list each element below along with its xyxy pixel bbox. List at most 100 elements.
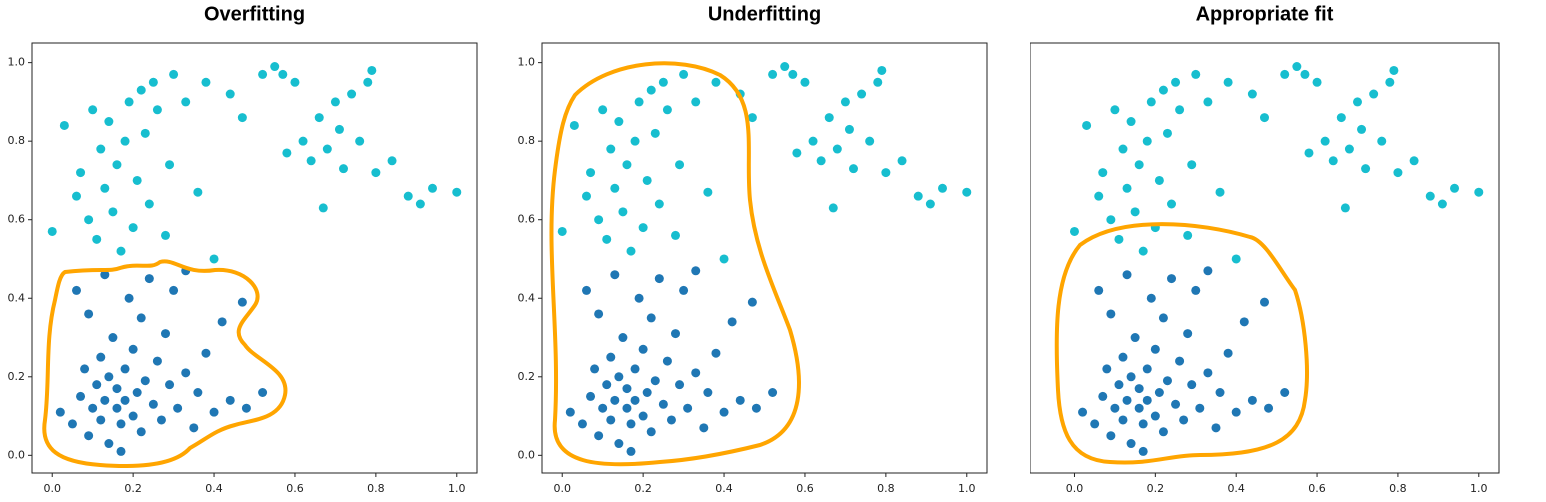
scatter-point	[1114, 380, 1124, 390]
scatter-point	[594, 309, 604, 319]
scatter-point	[1146, 293, 1156, 303]
scatter-point	[1167, 199, 1177, 209]
y-tick-label: 0.4	[518, 291, 536, 304]
scatter-point	[662, 356, 672, 366]
scatter-point	[699, 423, 709, 433]
scatter-point	[691, 368, 701, 378]
scatter-point	[768, 69, 778, 79]
scatter-point	[225, 395, 235, 405]
scatter-point	[1142, 364, 1152, 374]
scatter-point	[148, 77, 158, 87]
scatter-point	[1098, 168, 1108, 178]
scatter-point	[136, 313, 146, 323]
x-tick-label: 0.2	[1147, 482, 1165, 495]
scatter-point	[136, 85, 146, 95]
scatter-point	[59, 120, 69, 130]
scatter-point	[116, 446, 126, 456]
scatter-point	[1231, 407, 1241, 417]
scatter-point	[610, 270, 620, 280]
scatter-point	[452, 187, 462, 197]
scatter-point	[662, 105, 672, 115]
scatter-point	[1474, 187, 1484, 197]
scatter-point	[334, 124, 344, 134]
scatter-point	[590, 364, 600, 374]
scatter-point	[1280, 69, 1290, 79]
scatter-point	[112, 403, 122, 413]
scatter-point	[1340, 203, 1350, 213]
y-tick-label: 1.0	[518, 56, 536, 69]
x-tick-label: 0.8	[367, 482, 385, 495]
scatter-point	[1118, 352, 1128, 362]
scatter-point	[1247, 89, 1257, 99]
scatter-point	[1122, 395, 1132, 405]
scatter-point	[1385, 77, 1395, 87]
scatter-point	[598, 403, 608, 413]
scatter-point	[873, 77, 883, 87]
scatter-point	[586, 391, 596, 401]
scatter-point	[614, 439, 624, 449]
y-tick-label: 0.6	[8, 213, 26, 226]
scatter-point	[1114, 234, 1124, 244]
scatter-point	[1260, 113, 1269, 123]
scatter-point	[318, 203, 328, 213]
scatter-point	[128, 411, 138, 421]
x-tick-label: 0.2	[634, 482, 652, 495]
scatter-point	[1162, 376, 1172, 386]
scatter-point	[865, 136, 875, 146]
scatter-point	[181, 368, 191, 378]
x-tick-label: 1.0	[1470, 482, 1488, 495]
scatter-point	[622, 160, 632, 170]
scatter-point	[1393, 168, 1403, 178]
scatter-point	[1179, 415, 1189, 425]
scatter-point	[711, 77, 721, 87]
scatter-point	[577, 419, 587, 429]
scatter-point	[108, 333, 118, 343]
scatter-point	[1320, 136, 1330, 146]
scatter-point	[1187, 380, 1197, 390]
y-tick-label: 1.0	[8, 56, 26, 69]
scatter-point	[237, 297, 247, 307]
scatter-point	[363, 77, 373, 87]
scatter-point	[671, 230, 680, 240]
scatter-point	[201, 77, 211, 87]
scatter-point	[144, 199, 154, 209]
scatter-point	[594, 431, 604, 441]
scatter-point	[282, 148, 292, 158]
scatter-point	[735, 395, 745, 405]
x-tick-label: 1.0	[448, 482, 466, 495]
scatter-point	[330, 97, 340, 107]
scatter-point	[638, 223, 648, 233]
scatter-point	[1106, 215, 1116, 225]
scatter-point	[857, 89, 867, 99]
scatter-point	[367, 65, 377, 75]
scatter-point	[415, 199, 425, 209]
scatter-point	[72, 191, 81, 201]
scatter-point	[241, 403, 251, 413]
scatter-point	[1377, 136, 1387, 146]
scatter-point	[258, 387, 268, 397]
scatter-point	[189, 423, 199, 433]
scatter-point	[630, 136, 640, 146]
scatter-point	[84, 309, 94, 319]
y-tick-label: 0.0	[8, 448, 26, 461]
scatter-point	[1195, 403, 1205, 413]
scatter-point	[675, 380, 685, 390]
x-tick-label: 0.0	[1066, 482, 1084, 495]
scatter-point	[1300, 69, 1310, 79]
x-tick-label: 0.6	[286, 482, 304, 495]
x-tick-label: 0.2	[124, 482, 142, 495]
scatter-point	[1336, 113, 1346, 123]
scatter-point	[209, 254, 219, 264]
scatter-point	[169, 285, 179, 295]
scatter-point	[832, 144, 842, 154]
scatter-point	[144, 274, 154, 284]
scatter-point	[598, 105, 608, 115]
scatter-point	[1191, 69, 1201, 79]
scatter-point	[173, 403, 183, 413]
scatter-point	[881, 168, 891, 178]
scatter-point	[339, 164, 348, 174]
scatter-point	[1150, 344, 1160, 354]
scatter-point	[1158, 427, 1168, 437]
scatter-point	[691, 97, 701, 107]
